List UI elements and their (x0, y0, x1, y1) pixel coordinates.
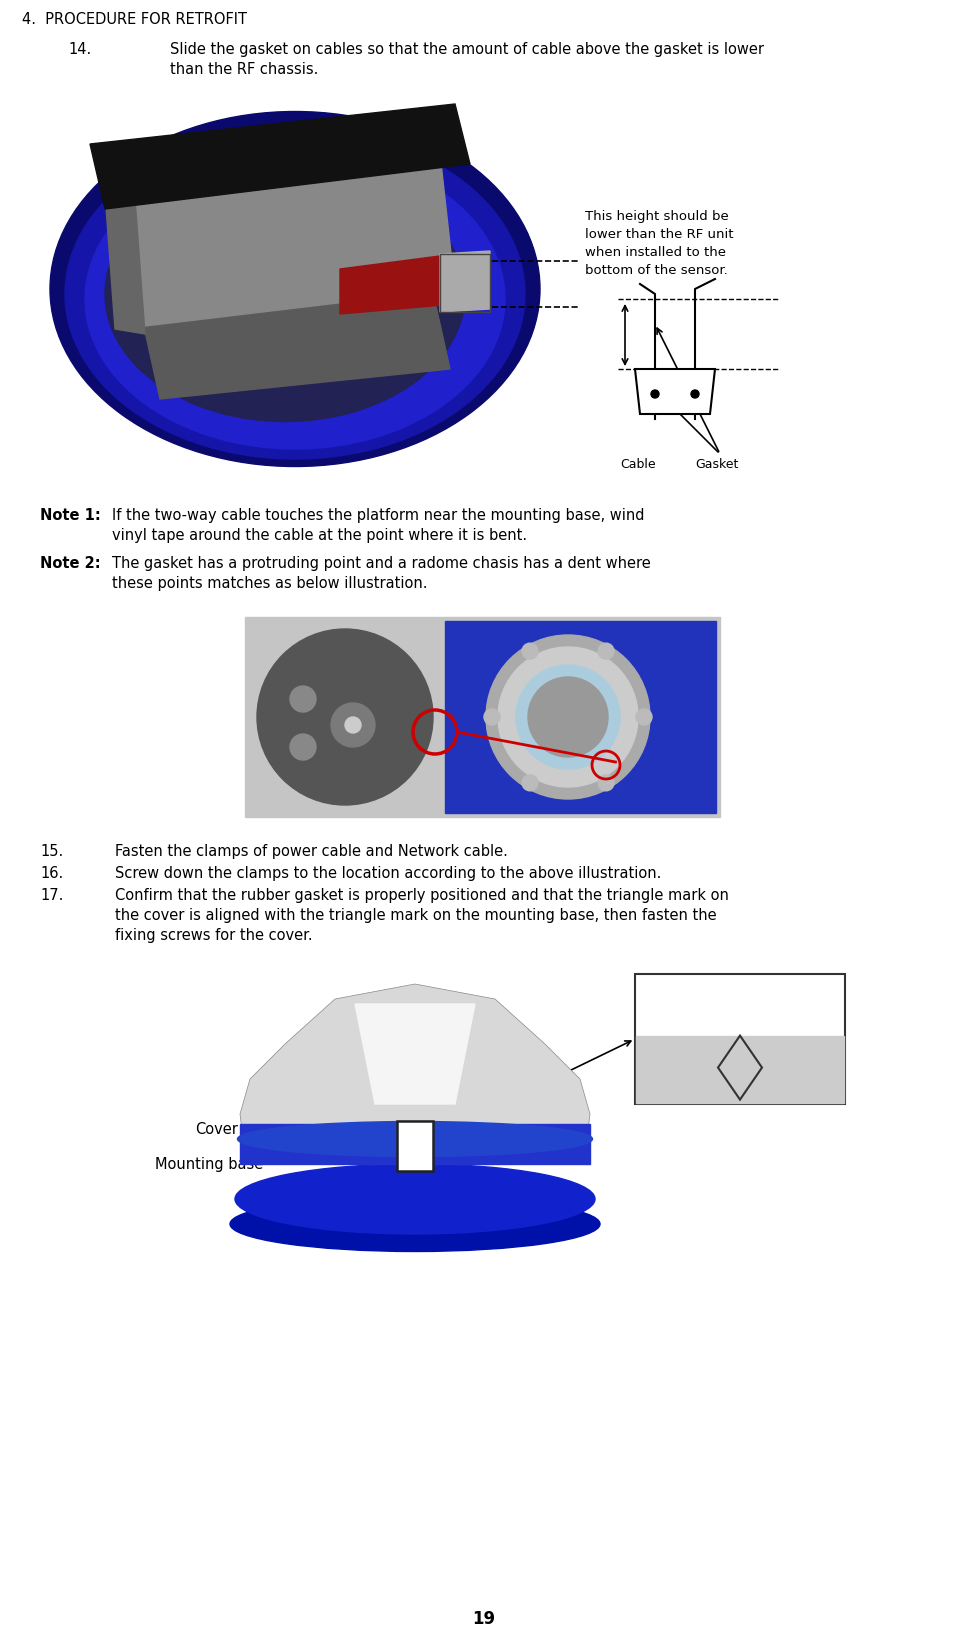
Text: these points matches as below illustration.: these points matches as below illustrati… (112, 575, 428, 590)
Text: Mounting base: Mounting base (155, 1157, 263, 1172)
Bar (636, 1037, 844, 1103)
Text: fixing screws for the cover.: fixing screws for the cover. (115, 928, 313, 942)
Circle shape (516, 665, 620, 770)
Polygon shape (440, 252, 490, 313)
Polygon shape (90, 105, 470, 210)
Text: If the two-way cable touches the platform near the mounting base, wind: If the two-way cable touches the platfor… (112, 508, 645, 523)
Polygon shape (105, 195, 145, 334)
Polygon shape (635, 370, 715, 415)
Polygon shape (340, 254, 455, 315)
Circle shape (486, 636, 650, 800)
Text: than the RF chassis.: than the RF chassis. (170, 62, 318, 77)
Ellipse shape (65, 129, 525, 459)
Text: Cable: Cable (620, 457, 655, 470)
Text: the cover is aligned with the triangle mark on the mounting base, then fasten th: the cover is aligned with the triangle m… (115, 908, 716, 923)
Bar (240, 1124, 590, 1164)
Ellipse shape (237, 1121, 592, 1157)
Text: 15.: 15. (40, 844, 63, 859)
Polygon shape (240, 985, 590, 1154)
Ellipse shape (85, 149, 505, 449)
Circle shape (290, 687, 316, 713)
Ellipse shape (230, 1196, 600, 1252)
Text: vinyl tape around the cable at the point where it is bent.: vinyl tape around the cable at the point… (112, 528, 528, 543)
Text: 16.: 16. (40, 865, 63, 880)
Bar (635, 975, 845, 1105)
Polygon shape (140, 280, 450, 400)
Circle shape (651, 390, 659, 398)
Ellipse shape (105, 167, 465, 423)
Circle shape (636, 710, 652, 726)
Text: bottom of the sensor.: bottom of the sensor. (585, 264, 728, 277)
Text: Cover: Cover (195, 1121, 238, 1137)
Bar (245, 618, 720, 818)
Text: 17.: 17. (40, 887, 63, 903)
Circle shape (598, 775, 614, 792)
Bar (440, 254, 490, 313)
Text: This height should be: This height should be (585, 210, 729, 223)
Ellipse shape (235, 1164, 595, 1234)
Text: Confirm that the rubber gasket is properly positioned and that the triangle mark: Confirm that the rubber gasket is proper… (115, 887, 729, 903)
Bar (444, 621, 716, 813)
Text: 4.  PROCEDURE FOR RETROFIT: 4. PROCEDURE FOR RETROFIT (22, 11, 247, 26)
Text: Note 1:: Note 1: (40, 508, 101, 523)
Text: Triangle marks: Triangle marks (686, 987, 794, 1001)
Ellipse shape (50, 113, 540, 467)
Bar (397, 1121, 433, 1172)
Text: Slide the gasket on cables so that the amount of cable above the gasket is lower: Slide the gasket on cables so that the a… (170, 43, 764, 57)
Circle shape (484, 710, 500, 726)
Text: Gasket: Gasket (695, 457, 739, 470)
Text: Screw down the clamps to the location according to the above illustration.: Screw down the clamps to the location ac… (115, 865, 661, 880)
Circle shape (331, 703, 375, 747)
Text: lower than the RF unit: lower than the RF unit (585, 228, 734, 241)
Circle shape (691, 390, 699, 398)
Circle shape (498, 647, 638, 787)
Text: 19: 19 (472, 1609, 496, 1628)
Circle shape (598, 644, 614, 661)
Circle shape (345, 718, 361, 734)
Text: Fasten the clamps of power cable and Network cable.: Fasten the clamps of power cable and Net… (115, 844, 508, 859)
Polygon shape (105, 156, 455, 329)
Circle shape (522, 775, 538, 792)
Text: 14.: 14. (68, 43, 91, 57)
Circle shape (290, 734, 316, 760)
Circle shape (528, 677, 608, 757)
Circle shape (257, 629, 433, 805)
Text: The gasket has a protruding point and a radome chasis has a dent where: The gasket has a protruding point and a … (112, 556, 650, 570)
Text: Note 2:: Note 2: (40, 556, 101, 570)
Circle shape (522, 644, 538, 661)
Polygon shape (355, 1005, 475, 1105)
Text: when installed to the: when installed to the (585, 246, 726, 259)
